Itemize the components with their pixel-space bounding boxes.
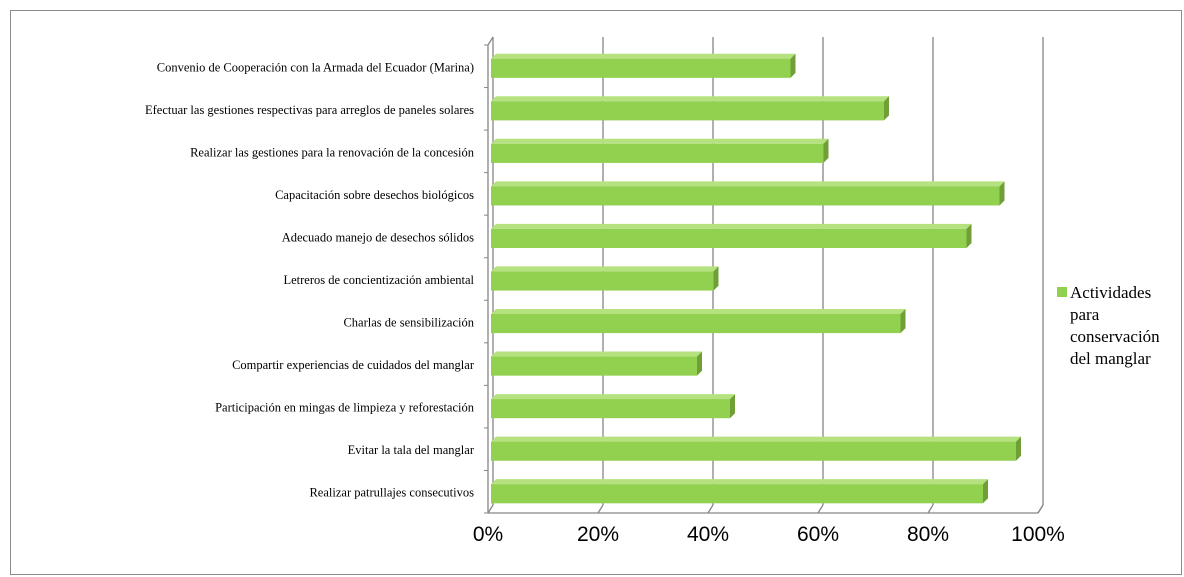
bar-top (491, 181, 1005, 187)
legend: Actividades para conservación del manglar (1057, 283, 1160, 368)
floor-gridline (927, 504, 934, 514)
bar-end (730, 394, 735, 419)
bar-top (491, 394, 735, 400)
bar (491, 228, 967, 249)
category-label: Participación en mingas de limpieza y re… (215, 401, 475, 415)
bar-top (491, 351, 702, 357)
bars (491, 53, 1021, 504)
floor-gridline (1037, 504, 1044, 514)
category-label: Convenio de Cooperación con la Armada de… (157, 60, 474, 74)
bar-top (491, 436, 1021, 442)
x-tick-label: 80% (907, 523, 949, 546)
category-label: Realizar patrullajes consecutivos (309, 486, 474, 500)
bar-top (491, 479, 988, 485)
category-label: Adecuado manejo de desechos sólidos (282, 230, 474, 244)
wall-corner-top (487, 36, 494, 46)
bar-chart: Convenio de Cooperación con la Armada de… (145, 36, 1160, 546)
category-label: Letreros de concientización ambiental (283, 273, 474, 287)
bar (491, 484, 983, 504)
bar-end (790, 53, 796, 78)
bar (491, 399, 730, 419)
category-label: Evitar la tala del manglar (348, 443, 475, 457)
floor-gridline (487, 504, 494, 514)
bar-end (697, 351, 702, 376)
chart-frame: Convenio de Cooperación con la Armada de… (10, 10, 1182, 575)
x-tick-label: 60% (797, 523, 839, 546)
x-tick-labels: 0% 20% 40% 60% 80% 100% (473, 523, 1065, 546)
bar-end (884, 96, 889, 121)
x-tick-label: 40% (687, 523, 729, 546)
bar (491, 271, 714, 291)
floor-gridline (817, 504, 824, 514)
floor-gridline (597, 504, 604, 514)
bar-top (491, 138, 829, 144)
bar-end (966, 223, 972, 249)
bar-end (713, 266, 719, 291)
category-labels: Convenio de Cooperación con la Armada de… (145, 60, 475, 499)
bar-end (823, 138, 829, 163)
bar-top (491, 53, 796, 59)
category-label: Realizar las gestiones para la renovació… (190, 145, 475, 159)
legend-label-line: para (1070, 305, 1100, 324)
x-tick-label: 0% (473, 523, 503, 546)
bar-end (983, 479, 988, 504)
category-label: Capacitación sobre desechos biológicos (275, 188, 474, 202)
legend-label-line: conservación (1070, 327, 1160, 346)
bar (491, 143, 824, 163)
bar (491, 356, 697, 376)
x-tick-label: 100% (1011, 523, 1065, 546)
bar (491, 101, 884, 121)
bar-end (900, 308, 906, 334)
bar (491, 58, 791, 78)
floor-gridline (707, 504, 714, 514)
category-label: Charlas de sensibilización (343, 316, 474, 330)
bar-end (1016, 436, 1021, 461)
category-label: Efectuar las gestiones respectivas para … (145, 103, 474, 117)
bar-top (491, 266, 719, 272)
category-label: Compartir experiencias de cuidados del m… (232, 358, 475, 372)
bar (491, 441, 1016, 461)
legend-label-line: Actividades (1070, 283, 1151, 302)
bar (491, 186, 1000, 206)
x-tick-label: 20% (577, 523, 619, 546)
bar (491, 313, 901, 334)
bar-top (491, 308, 906, 314)
bar-end (999, 181, 1005, 206)
legend-swatch (1057, 287, 1067, 297)
bar-top (491, 223, 972, 229)
legend-label-line: del manglar (1070, 349, 1151, 368)
bar-top (491, 96, 889, 102)
